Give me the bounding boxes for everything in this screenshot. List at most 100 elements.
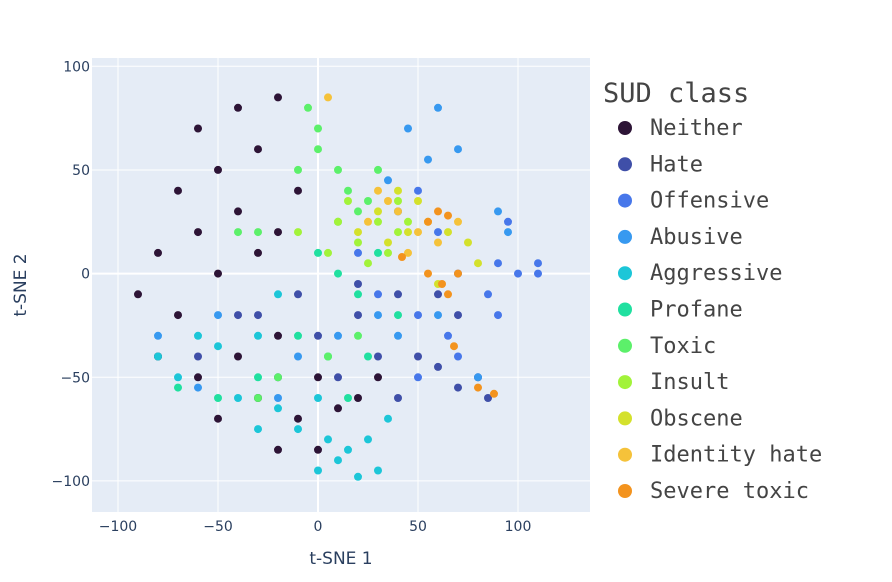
data-point <box>454 269 462 278</box>
legend-label: Toxic <box>650 334 716 359</box>
data-point <box>464 238 472 247</box>
data-point <box>294 290 302 299</box>
data-point <box>334 269 342 278</box>
data-point <box>414 373 422 382</box>
data-point <box>374 217 382 226</box>
data-point <box>394 197 402 205</box>
y-tick-label: 0 <box>81 267 90 283</box>
legend-swatch <box>618 302 632 317</box>
data-point <box>384 248 392 257</box>
x-axis-ticks: −100 −50 0 50 100 <box>99 519 532 535</box>
data-point <box>364 259 372 268</box>
data-point <box>384 176 392 185</box>
data-point <box>434 290 442 299</box>
data-point <box>398 253 406 261</box>
legend-swatch <box>618 193 632 208</box>
data-point <box>414 352 422 361</box>
legend-label: Identity hate <box>650 443 822 468</box>
y-tick-label: −100 <box>52 474 90 490</box>
y-axis-title: t-SNE 2 <box>11 253 31 316</box>
data-point <box>374 373 382 382</box>
data-point <box>374 466 382 475</box>
data-point <box>174 186 182 195</box>
data-point <box>294 165 302 174</box>
data-point <box>354 280 362 288</box>
data-point <box>174 311 182 320</box>
data-point <box>384 197 392 205</box>
data-point <box>374 311 382 320</box>
data-point <box>434 362 442 371</box>
legend-swatch <box>618 338 632 353</box>
data-point <box>274 93 282 102</box>
data-point <box>384 414 392 423</box>
y-tick-label: 50 <box>72 163 90 179</box>
data-point <box>314 373 322 382</box>
data-point <box>274 445 282 454</box>
data-point <box>294 331 302 340</box>
data-point <box>324 435 332 444</box>
data-point <box>254 228 262 237</box>
data-point <box>534 269 542 278</box>
data-point <box>334 373 342 382</box>
data-point <box>274 331 282 340</box>
data-point <box>274 228 282 237</box>
data-point <box>444 290 452 299</box>
data-point <box>324 93 332 102</box>
data-point <box>374 290 382 299</box>
x-tick-label: 100 <box>505 519 532 535</box>
data-point <box>254 145 262 154</box>
data-point <box>364 435 372 444</box>
data-point <box>154 352 162 361</box>
data-point <box>394 186 402 195</box>
data-point <box>494 207 502 216</box>
legend-label: Abusive <box>650 225 743 250</box>
data-point <box>424 269 432 278</box>
data-point <box>494 311 502 320</box>
x-tick-label: −100 <box>99 519 137 535</box>
data-point <box>314 466 322 475</box>
data-point <box>194 383 202 392</box>
data-point <box>534 259 542 268</box>
data-point <box>174 373 182 382</box>
data-point <box>354 311 362 320</box>
data-point <box>394 331 402 340</box>
data-point <box>414 228 422 237</box>
legend-title: SUD class <box>603 78 749 109</box>
data-point <box>314 248 322 257</box>
legend-label: Hate <box>650 152 703 177</box>
data-point <box>304 103 312 112</box>
legend-label: Offensive <box>650 189 769 214</box>
data-point <box>444 331 452 340</box>
legend-swatch <box>618 447 632 462</box>
data-point <box>294 414 302 423</box>
x-tick-label: −50 <box>203 519 233 535</box>
data-point <box>324 248 332 257</box>
data-point <box>194 352 202 361</box>
data-point <box>334 456 342 465</box>
y-tick-label: −50 <box>60 370 90 386</box>
data-point <box>374 352 382 361</box>
data-point <box>354 228 362 237</box>
data-point <box>474 259 482 268</box>
x-axis-title: t-SNE 1 <box>309 549 372 569</box>
data-point <box>484 394 492 402</box>
data-point <box>214 394 222 402</box>
data-point <box>384 238 392 247</box>
data-point <box>234 228 242 237</box>
data-point <box>334 217 342 226</box>
data-point <box>354 290 362 299</box>
legend-swatch <box>618 411 632 426</box>
data-point <box>414 311 422 320</box>
data-point <box>354 394 362 402</box>
data-point <box>194 124 202 133</box>
data-point <box>294 228 302 237</box>
data-point <box>404 217 412 226</box>
legend-label: Neither <box>650 116 743 141</box>
data-point <box>254 373 262 382</box>
data-point <box>214 311 222 320</box>
data-point <box>394 228 402 237</box>
data-point <box>438 280 446 288</box>
data-point <box>234 311 242 320</box>
data-point <box>254 248 262 257</box>
